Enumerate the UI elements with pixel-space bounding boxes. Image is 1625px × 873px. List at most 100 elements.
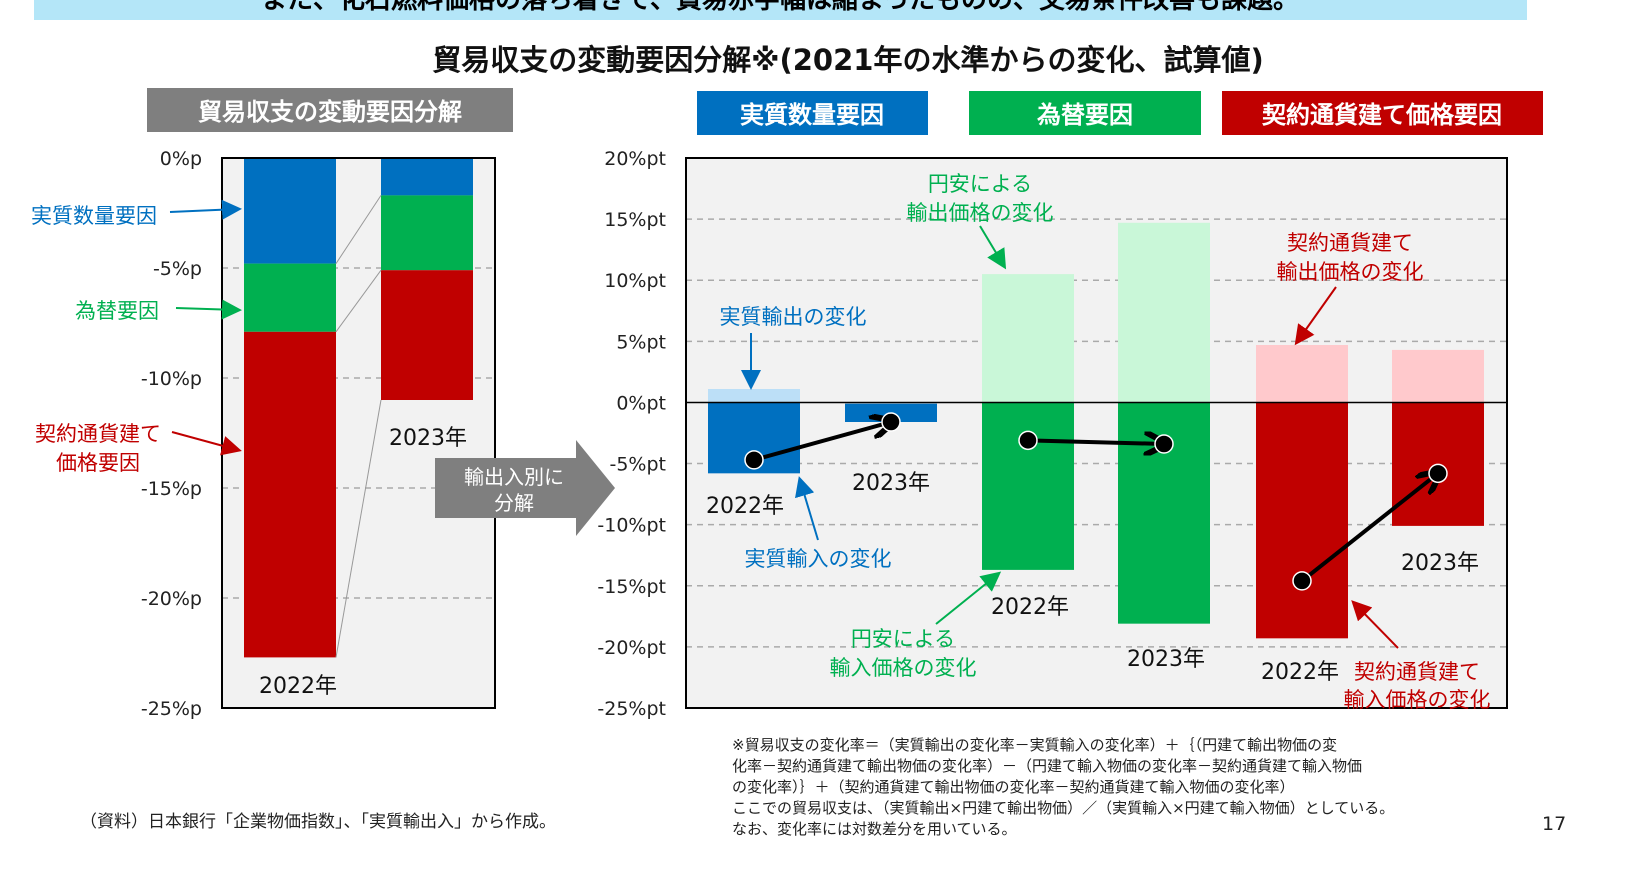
net-change-arrow [1300, 473, 1438, 583]
annotation-quantity: 実質数量要因 [31, 204, 157, 228]
legend: 実質数量要因 為替要因 契約通貨建て価格要因 [697, 91, 1543, 135]
source-note: （資料）日本銀行「企業物価指数」、「実質輸出入」から作成。 [80, 812, 556, 832]
left-panel-title: 貿易収支の変動要因分解 [198, 98, 462, 126]
net-change-arrow [753, 422, 891, 462]
legend-price-swatch [1222, 91, 1543, 135]
y-tick-label: -10%p [141, 368, 202, 390]
y-tick-label: -25%p [141, 698, 202, 720]
bar-export-price [1256, 345, 1348, 403]
category-label: 2022年 [259, 674, 337, 699]
net-point [1154, 434, 1174, 454]
connector-line [335, 195, 382, 264]
decompose-label-1: 輸出入別に [464, 465, 564, 489]
arrow-fx-import [935, 571, 1002, 625]
footnote-line: ここでの貿易収支は、（実質輸出×円建て輸出物価）／（実質輸入×円建て輸入物価）と… [732, 799, 1394, 817]
bar-fx [244, 263, 336, 332]
annotation-fx: 為替要因 [75, 299, 159, 323]
footnote-line: 化率－契約通貨建て輸出物価の変化率）－（円建て輸入物価の変化率－契約通貨建て輸入… [732, 757, 1362, 775]
y-tick-label: -20%pt [597, 637, 666, 659]
y-tick-label: -15%p [141, 478, 202, 500]
legend-fx-label: 為替要因 [1037, 101, 1133, 129]
legend-quantity-label: 実質数量要因 [740, 101, 884, 129]
annotation-real-export: 実質輸出の変化 [720, 305, 867, 329]
net-change-arrow [1027, 440, 1164, 444]
bar-price [381, 270, 473, 400]
legend-fx-swatch [969, 91, 1201, 135]
y-tick-label: 10%pt [604, 270, 666, 292]
arrow-quantity [169, 199, 242, 220]
page-title: 貿易収支の変動要因分解※(2021年の水準からの変化、試算値) [432, 43, 1263, 77]
footnote-line: ※貿易収支の変化率＝（実質輸出の変化率－実質輸入の変化率）＋｛（円建て輸出物価の… [732, 736, 1337, 754]
legend-quantity-swatch [697, 91, 928, 135]
y-tick-label: 5%pt [616, 331, 666, 353]
legend-price-label: 契約通貨建て価格要因 [1262, 101, 1502, 129]
bar-fx [381, 195, 473, 271]
net-point [881, 412, 901, 432]
y-tick-label: 15%pt [604, 209, 666, 231]
net-point [1018, 430, 1038, 451]
y-tick-label: 0%p [160, 148, 202, 170]
annotation-fx-export-2: 輸出価格の変化 [907, 201, 1054, 225]
category-label: 2023年 [852, 471, 930, 496]
y-tick-label: 0%pt [616, 392, 666, 414]
decompose-arrow: 輸出入別に 分解 [435, 440, 615, 536]
annotation-fx-export-1: 円安による [928, 172, 1032, 196]
bar-export-quantity [708, 389, 800, 403]
y-tick-label: -5%pt [609, 454, 666, 476]
annotation-price-export-2: 輸出価格の変化 [1277, 260, 1424, 284]
arrow-price-export [1294, 286, 1337, 346]
decompose-label-2: 分解 [494, 491, 534, 515]
bar-export-price [1392, 349, 1484, 403]
annotation-price-import-2: 輸入価格の変化 [1344, 688, 1491, 712]
arrow-price [171, 431, 242, 456]
category-label: 2023年 [1401, 551, 1479, 576]
y-tick-label: -20%p [141, 588, 202, 610]
plot-frame [685, 157, 1508, 709]
right-annotations: 円安による 輸出価格の変化 契約通貨建て 輸出価格の変化 実質輸出の変化 実質輸… [720, 172, 1491, 712]
banner [34, 0, 1527, 20]
arrow-real-import [795, 476, 819, 541]
arrow-fx-export [979, 225, 1007, 270]
annotation-fx-import-2: 輸入価格の変化 [830, 656, 977, 680]
y-tick-label: -10%pt [597, 515, 666, 537]
bar-quantity [244, 158, 336, 264]
category-label: 2023年 [389, 426, 467, 451]
plot-frame [221, 157, 496, 709]
footnote: ※貿易収支の変化率＝（実質輸出の変化率－実質輸入の変化率）＋｛（円建て輸出物価の… [732, 736, 1394, 838]
left-annotations: 実質数量要因 為替要因 契約通貨建て 価格要因 [31, 199, 242, 475]
category-label: 2023年 [1127, 647, 1205, 672]
net-point [744, 450, 764, 470]
footnote-line: の変化率）｝＋（契約通貨建て輸出物価の変化率－契約通貨建て輸入物価の変化率） [732, 778, 1295, 796]
category-label: 2022年 [991, 595, 1069, 620]
net-point [1428, 463, 1448, 484]
annotation-price-1: 契約通貨建て [35, 422, 161, 446]
annotation-price-import-1: 契約通貨建て [1354, 660, 1480, 684]
connector-line [335, 269, 382, 333]
bar-quantity [381, 158, 473, 196]
bar-price [244, 331, 336, 658]
page-number: 17 [1542, 813, 1566, 835]
annotation-fx-import-1: 円安による [851, 627, 955, 651]
y-tick-label: -25%pt [597, 698, 666, 720]
bar-export-fx [982, 274, 1074, 403]
category-label: 2022年 [706, 494, 784, 519]
y-tick-label: -5%p [153, 258, 202, 280]
category-label: 2022年 [1261, 660, 1339, 685]
connector-line [335, 399, 382, 658]
annotation-price-export-1: 契約通貨建て [1287, 231, 1413, 255]
annotation-real-import: 実質輸入の変化 [745, 547, 892, 571]
y-tick-label: 20%pt [604, 148, 666, 170]
banner-text: また、化石燃料価格の落ち着きで、貿易赤字幅は縮まったものの、交易条件改善も課題。 [261, 0, 1299, 15]
bar-import-price [1256, 402, 1348, 639]
annotation-price-2: 価格要因 [56, 451, 140, 475]
left-chart: 0%p -5%p -10%p -15%p -20%p -25%p 2022年 2023年 [141, 148, 496, 720]
footnote-line: なお、変化率には対数差分を用いている。 [732, 820, 1017, 838]
left-panel-title-box [147, 88, 513, 132]
arrow-fx [175, 299, 242, 320]
net-point [1292, 571, 1312, 591]
bar-import-fx [982, 402, 1074, 570]
y-tick-label: -15%pt [597, 576, 666, 598]
bar-export-fx [1118, 222, 1210, 403]
arrow-price-import [1351, 600, 1399, 649]
